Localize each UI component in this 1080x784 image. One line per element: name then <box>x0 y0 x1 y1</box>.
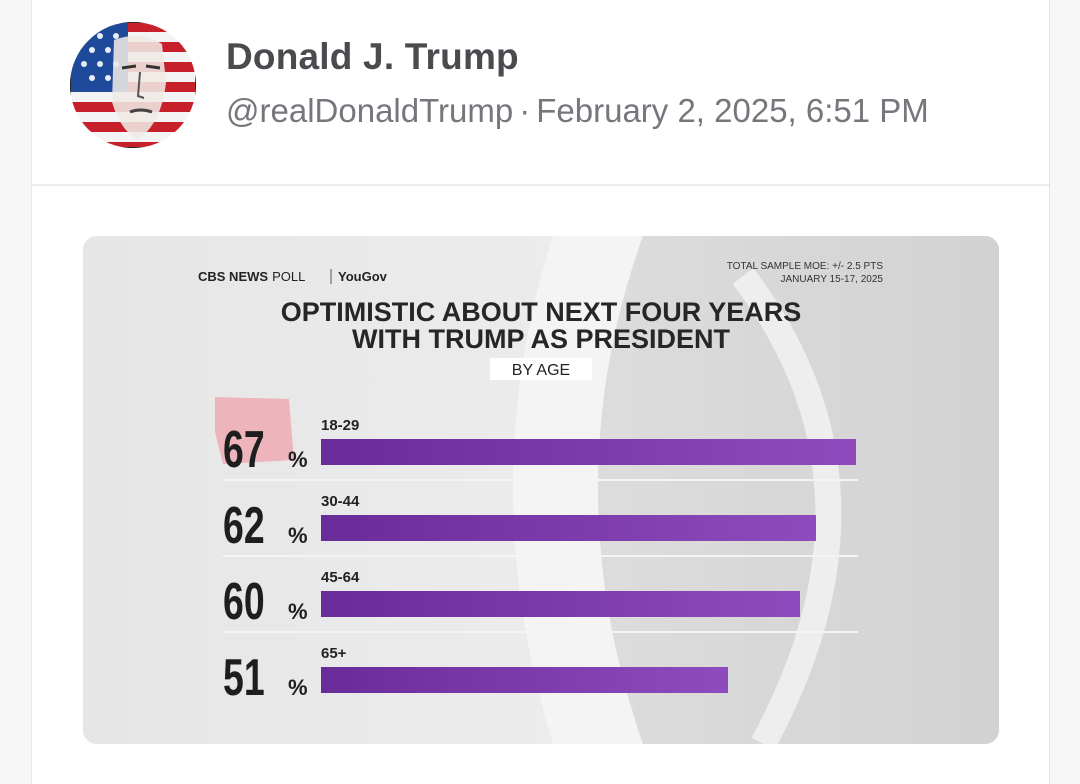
poll-title-line2: WITH TRUMP AS PRESIDENT <box>352 324 731 354</box>
background-arc <box>732 268 842 744</box>
subtitle-box <box>490 358 592 380</box>
post-card: Donald J. Trump @realDonaldTrump · Februar… <box>31 0 1050 784</box>
percent-sign: % <box>288 599 308 624</box>
category-label: 45-64 <box>321 569 360 586</box>
category-label: 30-44 <box>321 493 360 510</box>
source-brand-text: CBS NEWS POLL <box>198 269 305 284</box>
value-label: 62 <box>223 496 265 555</box>
percent-sign: % <box>288 523 308 548</box>
avatar[interactable] <box>70 22 196 148</box>
author-display-name[interactable]: Donald J. Trump <box>226 36 519 77</box>
percent-sign: % <box>288 675 308 700</box>
flag-portrait-avatar-icon <box>70 22 196 148</box>
meta-separator: · <box>519 92 531 129</box>
bars-layer: 18-29 67 % 30-44 62 % 45-64 60 % 65+ 51% <box>215 397 858 706</box>
poll-title-line1: OPTIMISTIC ABOUT NEXT FOUR YEARS <box>281 297 802 327</box>
cbs-news-label: CBS NEWS <box>198 269 268 284</box>
yougov-label: YouGov <box>338 269 388 284</box>
value-highlight <box>215 397 294 464</box>
category-label: 18-29 <box>321 417 359 434</box>
post-media-image[interactable]: CBS NEWS POLL YouGov TOTAL SAMPLE MOE: +/… <box>83 236 999 744</box>
value-label: 67 <box>223 420 265 479</box>
post-timestamp[interactable]: February 2, 2025, 6:51 PM <box>536 92 929 129</box>
post-meta: @realDonaldTrump · February 2, 2025, 6:51 … <box>226 92 929 130</box>
poll-dates: JANUARY 15-17, 2025 <box>781 274 884 285</box>
author-handle[interactable]: @realDonaldTrump <box>226 92 514 129</box>
moe-text: TOTAL SAMPLE MOE: +/- 2.5 PTS <box>727 261 884 272</box>
poll-subtitle: BY AGE <box>512 362 570 379</box>
poll-chart: CBS NEWS POLL YouGov TOTAL SAMPLE MOE: +/… <box>83 236 999 744</box>
bar-65+ <box>321 667 728 693</box>
bar-18-29 <box>321 439 856 465</box>
percent-sign: % <box>288 447 308 472</box>
poll-label: POLL <box>272 269 305 284</box>
value-label: 51 <box>223 648 265 707</box>
post-header: Donald J. Trump @realDonaldTrump · Februar… <box>32 0 1049 186</box>
bar-30-44 <box>321 515 816 541</box>
bar-45-64 <box>321 591 800 617</box>
category-label: 65+ <box>321 645 347 662</box>
value-label: 60 <box>223 572 265 631</box>
